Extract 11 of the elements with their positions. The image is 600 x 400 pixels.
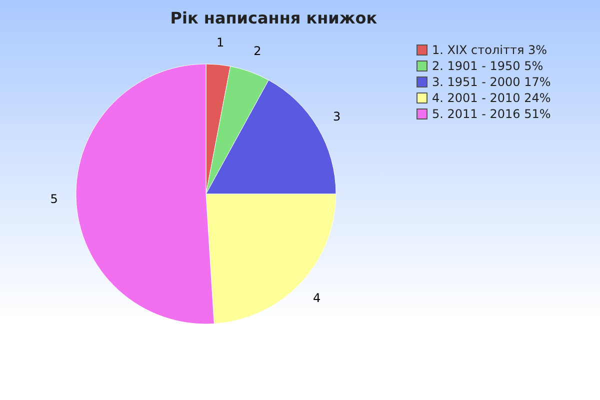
text: 1 — [216, 36, 224, 50]
legend-label: 1. XIX століття 3% — [432, 43, 548, 57]
legend-label: 5. 2011 - 2016 51% — [432, 107, 551, 121]
legend-label: 2. 1901 - 1950 5% — [432, 59, 544, 73]
legend-label: 3. 1951 - 2000 17% — [432, 75, 551, 89]
text: 5 — [50, 192, 58, 206]
legend-label: 4. 2001 - 2010 24% — [432, 91, 551, 105]
text: 2 — [254, 44, 262, 58]
text: 4 — [312, 291, 321, 306]
text: 3 — [333, 110, 341, 124]
chart-title: Рік написання книжок — [170, 8, 378, 28]
